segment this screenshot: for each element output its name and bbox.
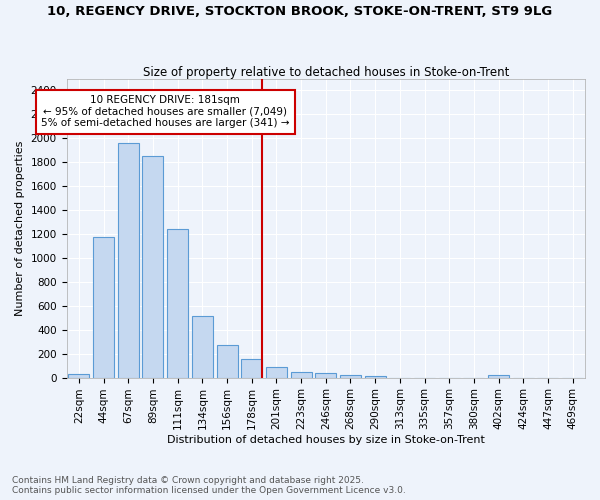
Bar: [340, 374, 361, 378]
Bar: [488, 375, 509, 378]
Bar: [315, 373, 336, 378]
Bar: [68, 374, 89, 378]
Text: 10 REGENCY DRIVE: 181sqm
← 95% of detached houses are smaller (7,049)
5% of semi: 10 REGENCY DRIVE: 181sqm ← 95% of detach…: [41, 95, 290, 128]
Bar: [192, 316, 213, 378]
Bar: [118, 143, 139, 378]
Bar: [93, 237, 114, 378]
Text: 10, REGENCY DRIVE, STOCKTON BROOK, STOKE-ON-TRENT, ST9 9LG: 10, REGENCY DRIVE, STOCKTON BROOK, STOKE…: [47, 5, 553, 18]
Bar: [290, 372, 311, 378]
Y-axis label: Number of detached properties: Number of detached properties: [15, 140, 25, 316]
Bar: [241, 359, 262, 378]
Bar: [217, 344, 238, 378]
Title: Size of property relative to detached houses in Stoke-on-Trent: Size of property relative to detached ho…: [143, 66, 509, 78]
Bar: [365, 376, 386, 378]
Bar: [167, 229, 188, 378]
Bar: [142, 156, 163, 378]
Bar: [266, 367, 287, 378]
X-axis label: Distribution of detached houses by size in Stoke-on-Trent: Distribution of detached houses by size …: [167, 435, 485, 445]
Text: Contains HM Land Registry data © Crown copyright and database right 2025.
Contai: Contains HM Land Registry data © Crown c…: [12, 476, 406, 495]
